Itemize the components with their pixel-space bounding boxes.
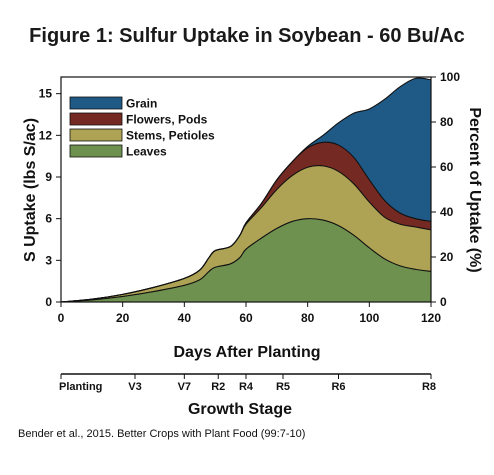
outline-leaves (60, 218, 432, 303)
x-axis: 0 20 40 60 80 100 120 (58, 302, 441, 325)
legend-label-leaves: Leaves (126, 145, 167, 159)
y-tick-label: 3 (45, 253, 52, 267)
y2-tick-label: 80 (440, 115, 454, 129)
x-tick-label: 80 (301, 311, 315, 325)
x-tick-label: 120 (421, 311, 441, 325)
y2-tick-label: 20 (440, 250, 454, 264)
area-outlines (60, 77, 432, 303)
y2-tick-label: 100 (440, 70, 460, 84)
legend-swatch-grain (69, 96, 123, 110)
chart-title: Figure 1: Sulfur Uptake in Soybean - 60 … (29, 25, 465, 47)
legend-label-flowers-pods: Flowers, Pods (126, 113, 208, 127)
y-tick-label: 0 (45, 295, 52, 309)
legend-swatch-stems-petioles (69, 128, 123, 142)
outline-stems-petioles (60, 165, 432, 303)
growth-stage-axis: Planting V3 V7 R2 R4 R5 R6 R8 (59, 374, 436, 393)
x-tick-label: 100 (359, 311, 379, 325)
x-tick-label: 40 (178, 311, 192, 325)
y2-tick-label: 60 (440, 160, 454, 174)
y-axis-title: S Uptake (lbs S/ac) (22, 118, 39, 262)
source-note: Bender et al., 2015. Better Crops with P… (18, 428, 305, 440)
stage-label: V7 (178, 381, 191, 393)
y2-axis-title: Percent of Uptake (%) (466, 107, 483, 272)
x-axis-title: Days After Planting (174, 344, 321, 361)
stage-label: R8 (422, 381, 436, 393)
area-leaves (61, 218, 431, 302)
stage-label: R5 (276, 381, 290, 393)
stage-label: R4 (239, 381, 254, 393)
y-tick-label: 12 (39, 128, 53, 142)
stage-label: V3 (128, 381, 141, 393)
legend-label-stems-petioles: Stems, Petioles (126, 129, 215, 143)
legend-swatch-flowers-pods (69, 112, 123, 126)
x-tick-label: 20 (116, 311, 130, 325)
x-tick-label: 60 (239, 311, 253, 325)
y-tick-label: 9 (45, 170, 52, 184)
y2-tick-label: 40 (440, 205, 454, 219)
y2-tick-label: 0 (440, 295, 447, 309)
stage-label: Planting (59, 381, 102, 393)
legend-swatch-leaves (69, 144, 123, 158)
legend: Grain Flowers, Pods Stems, Petioles Leaves (69, 96, 215, 159)
y-tick-label: 15 (39, 87, 53, 101)
x-tick-label: 0 (58, 311, 65, 325)
area-layers (61, 78, 431, 302)
stage-label: R2 (211, 381, 225, 393)
y-axis-left: 0 3 6 9 12 15 (39, 87, 61, 309)
y-axis-right: 0 20 40 60 80 100 (431, 70, 460, 309)
growth-stage-title: Growth Stage (188, 401, 292, 418)
stage-label: R6 (331, 381, 345, 393)
legend-label-grain: Grain (126, 97, 157, 111)
y-tick-label: 6 (45, 212, 52, 226)
